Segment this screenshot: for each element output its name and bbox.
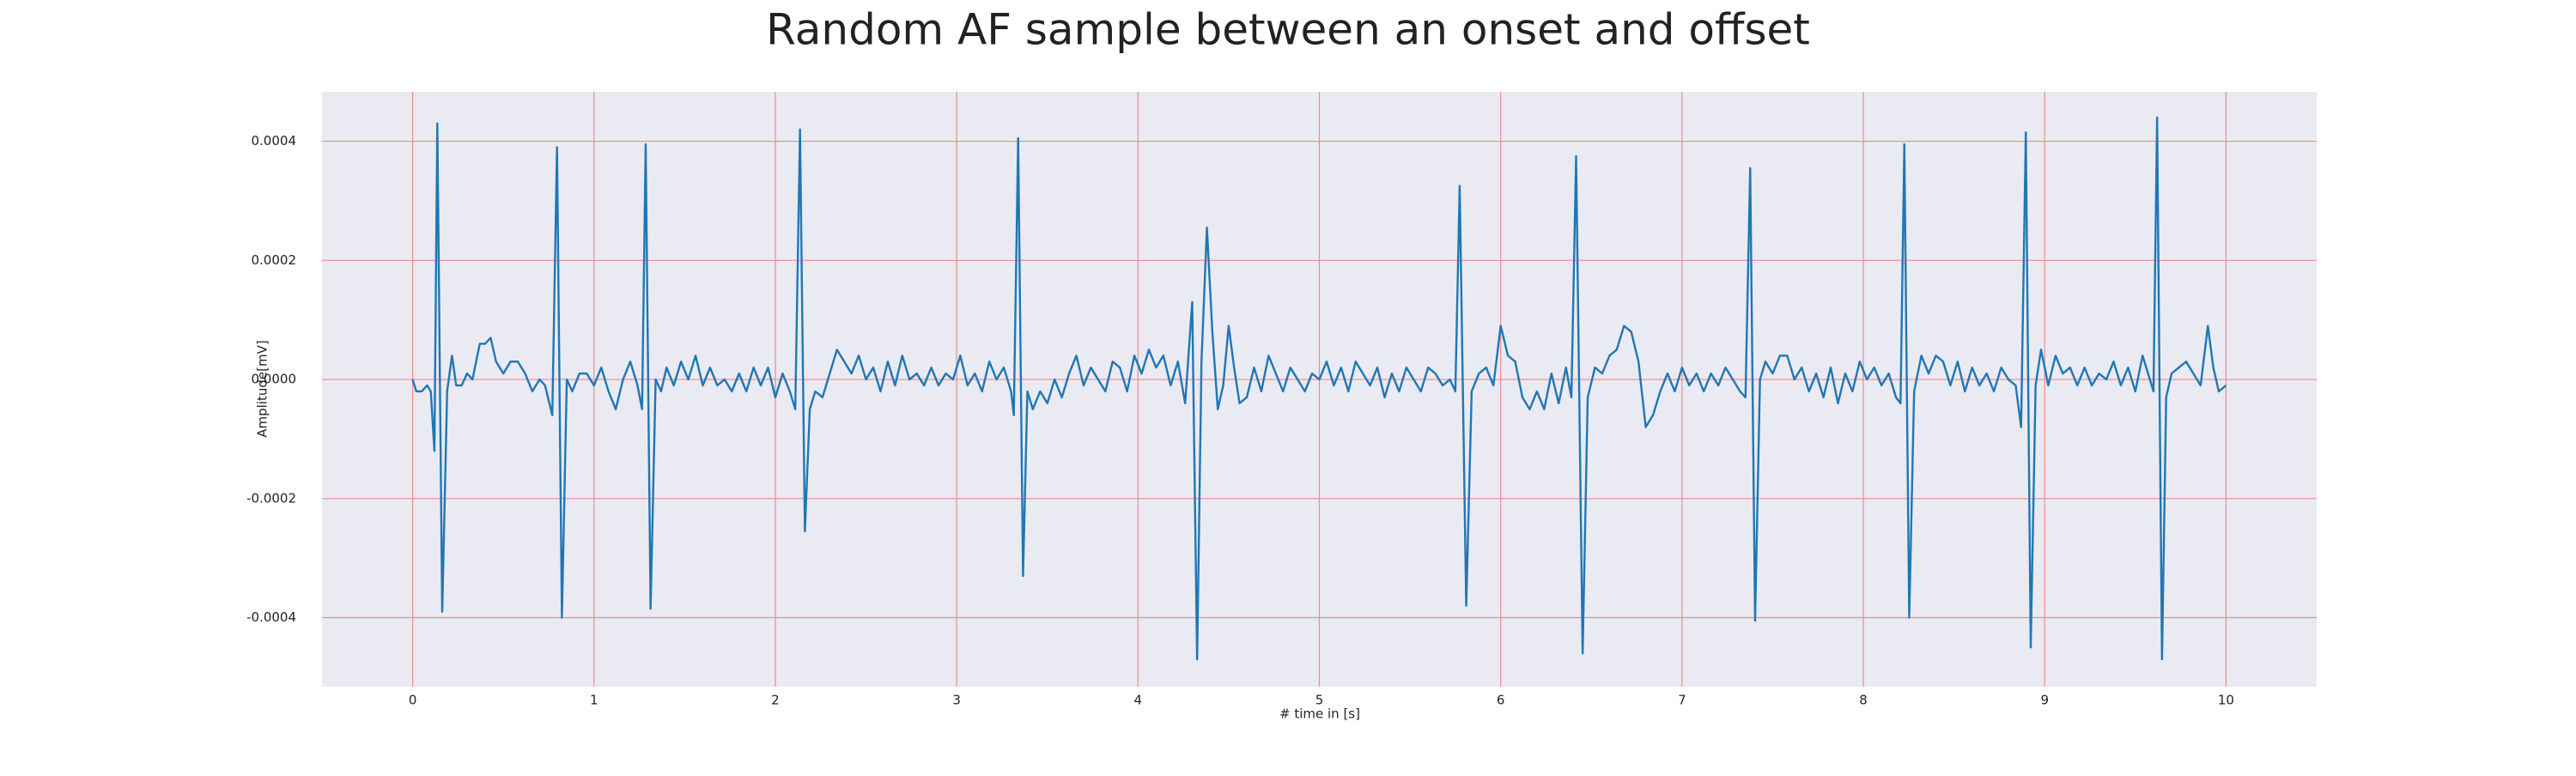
- y-axis-label: Amplitude[mV]: [255, 340, 270, 437]
- x-axis-label: # time in [s]: [1279, 706, 1360, 722]
- x-tick-label: 10: [2218, 693, 2234, 708]
- signal-line: [411, 116, 2227, 661]
- x-tick-label: 5: [1315, 693, 1324, 708]
- x-tick-label: 4: [1134, 693, 1143, 708]
- y-tick-label: 0.0004: [252, 133, 297, 149]
- y-tick-label: 0.0002: [252, 252, 297, 268]
- x-tick-label: 1: [590, 693, 598, 708]
- x-tick-label: 8: [1859, 693, 1868, 708]
- chart-title: Random AF sample between an onset and of…: [766, 5, 1810, 55]
- x-tick-label: 2: [771, 693, 780, 708]
- y-tick-label: 0.0000: [252, 372, 297, 387]
- x-tick-label: 7: [1678, 693, 1686, 708]
- x-tick-label: 3: [952, 693, 961, 708]
- x-tick-label: 0: [409, 693, 417, 708]
- x-tick-label: 9: [2040, 693, 2049, 708]
- x-tick-label: 6: [1497, 693, 1505, 708]
- y-tick-label: -0.0002: [246, 490, 296, 506]
- y-tick-label: -0.0004: [246, 609, 296, 625]
